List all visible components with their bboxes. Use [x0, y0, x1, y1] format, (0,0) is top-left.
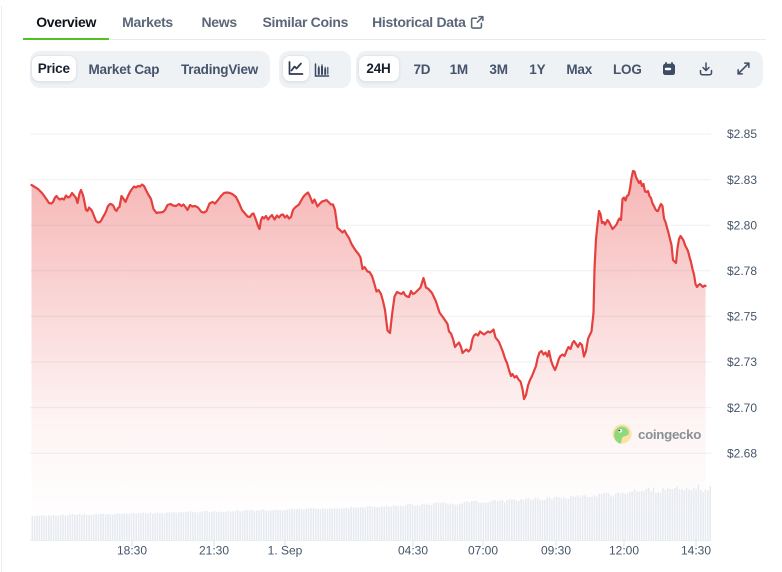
svg-text:$2.85: $2.85	[727, 127, 757, 141]
svg-text:21:30: 21:30	[199, 544, 229, 558]
svg-text:04:30: 04:30	[398, 544, 428, 558]
svg-text:07:00: 07:00	[468, 544, 498, 558]
svg-text:1. Sep: 1. Sep	[268, 544, 303, 558]
svg-text:$2.70: $2.70	[727, 401, 757, 415]
svg-text:14:30: 14:30	[681, 544, 711, 558]
svg-text:$2.68: $2.68	[727, 446, 757, 460]
svg-text:$2.78: $2.78	[727, 264, 757, 278]
svg-text:$2.83: $2.83	[727, 173, 757, 187]
svg-text:09:30: 09:30	[541, 544, 571, 558]
svg-text:12:00: 12:00	[609, 544, 639, 558]
svg-text:$2.75: $2.75	[727, 310, 757, 324]
svg-text:$2.80: $2.80	[727, 218, 757, 232]
svg-text:18:30: 18:30	[117, 544, 147, 558]
svg-text:$2.73: $2.73	[727, 355, 757, 369]
